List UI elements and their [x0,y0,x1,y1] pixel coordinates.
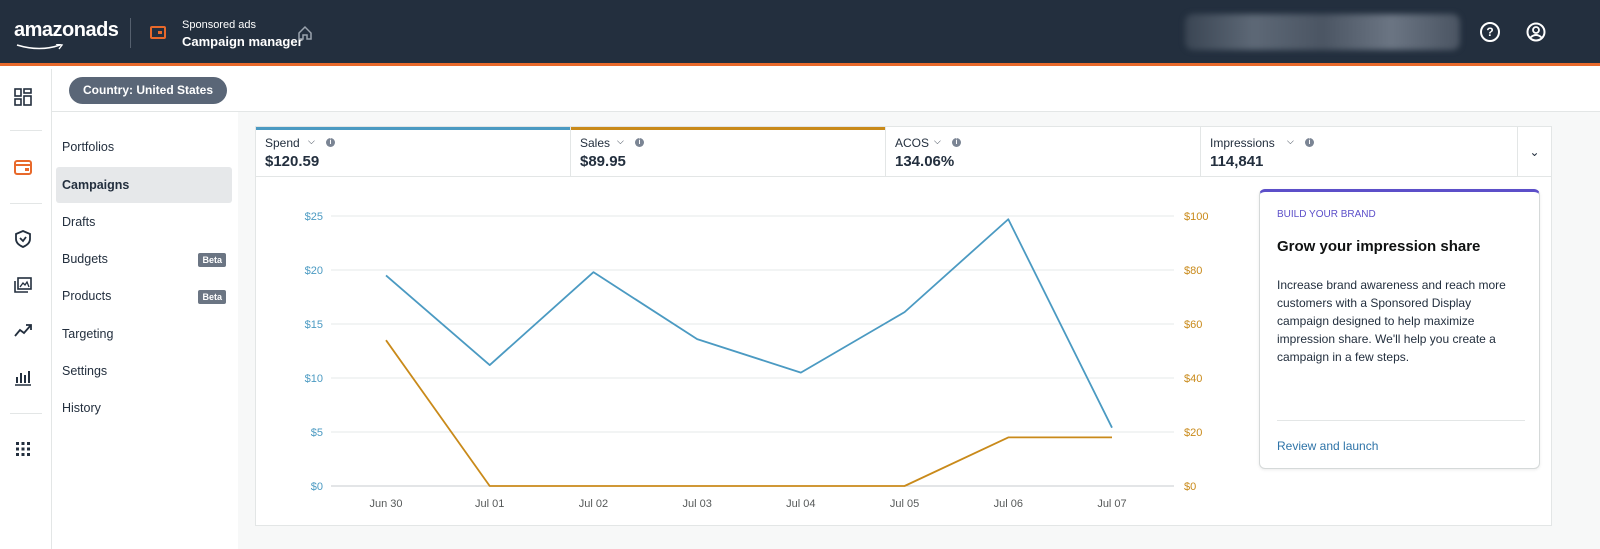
info-icon[interactable]: i [326,138,335,147]
left-rail [0,69,52,549]
metric-color-bar [571,127,885,130]
x-axis-tick-label: Jul 05 [890,498,919,510]
top-bar: amazonads Sponsored ads Campaign manager… [0,0,1600,66]
x-axis-tick-label: Jul 07 [1097,498,1126,510]
series-line-sales [385,339,1112,487]
bar-chart-icon[interactable] [13,367,33,387]
metric-tile-acos[interactable]: ACOS ⌵ i 134.06% [886,127,1201,177]
dashboard-grid-icon[interactable] [13,87,33,107]
review-and-launch-link[interactable]: Review and launch [1277,439,1379,453]
left-axis-tick-label: $0 [311,481,323,493]
chevron-down-icon: ⌄ [1529,145,1540,159]
country-filter-bar: Country: United States [52,69,1600,112]
header-divider [130,18,131,48]
metric-label: Spend [265,136,300,150]
app-title: Campaign manager [182,34,303,49]
metric-value: $89.95 [580,153,626,170]
x-axis-tick-label: Jun 30 [369,498,402,510]
metric-value: $120.59 [265,153,320,170]
subnav-item-history[interactable]: History [62,401,101,415]
rail-divider [10,203,42,204]
metric-label: Sales [580,136,611,150]
promo-title: Grow your impression share [1277,238,1481,255]
right-axis-tick-label: $0 [1184,481,1196,493]
left-axis-tick-label: $15 [305,319,323,331]
info-icon[interactable]: i [1305,138,1314,147]
subnav-item-products[interactable]: Products Beta [56,278,232,314]
x-axis-tick-label: Jul 06 [994,498,1023,510]
metric-tile-impressions[interactable]: Impressions ⌵ i 114,841 [1201,127,1518,177]
x-axis-tick-label: Jul 04 [786,498,815,510]
expand-metrics-button[interactable]: ⌄ [1518,127,1551,177]
rail-divider [10,413,42,414]
user-profile-icon[interactable] [1526,22,1546,42]
promo-kicker: BUILD YOUR BRAND [1277,209,1376,220]
metric-tile-spend[interactable]: Spend ⌵ i $120.59 [256,127,571,177]
promo-card: BUILD YOUR BRAND Grow your impression sh… [1259,189,1540,469]
help-icon[interactable]: ? [1480,22,1500,42]
shield-icon[interactable] [13,229,33,249]
beta-badge: Beta [198,290,226,304]
metric-tiles: Spend ⌵ i $120.59 Sales ⌵ i $89.95 ACOS … [256,127,1551,177]
x-axis-tick-label: Jul 02 [579,498,608,510]
left-axis-tick-label: $25 [305,211,323,223]
subnav-item-targeting[interactable]: Targeting [62,327,114,341]
right-axis-tick-label: $80 [1184,265,1202,277]
rail-divider [10,130,42,131]
chevron-down-icon[interactable]: ⌵ [1287,136,1294,146]
beta-badge: Beta [198,253,226,267]
chevron-down-icon[interactable]: ⌵ [617,136,624,146]
main-content: Spend ⌵ i $120.59 Sales ⌵ i $89.95 ACOS … [238,112,1600,549]
promo-divider [1277,420,1525,421]
app-subtitle: Sponsored ads [182,19,256,31]
right-axis-tick-label: $20 [1184,427,1202,439]
right-axis-tick-label: $100 [1184,211,1208,223]
amazon-ads-logo[interactable]: amazonads [14,19,119,41]
country-filter-button[interactable]: Country: United States [69,77,228,104]
left-axis-tick-label: $10 [305,373,323,385]
campaign-subnav: Portfolios Campaigns Drafts Budgets Beta … [52,112,238,549]
x-axis-tick-label: Jul 03 [682,498,711,510]
metric-value: 114,841 [1210,153,1264,170]
media-library-icon[interactable] [13,275,33,295]
right-axis-tick-label: $60 [1184,319,1202,331]
metric-value: 134.06% [895,153,955,170]
home-icon[interactable] [296,24,314,42]
x-axis-tick-label: Jul 01 [475,498,504,510]
metric-label: Impressions [1210,136,1275,150]
subnav-item-campaigns[interactable]: Campaigns [56,167,232,203]
chevron-down-icon[interactable]: ⌵ [308,136,315,146]
sponsored-ads-wallet-icon[interactable] [13,157,33,177]
subnav-item-drafts[interactable]: Drafts [62,215,96,229]
logo-smile-icon [16,44,64,50]
performance-panel: Spend ⌵ i $120.59 Sales ⌵ i $89.95 ACOS … [255,126,1552,526]
chevron-down-icon[interactable]: ⌵ [934,136,941,146]
info-icon[interactable]: i [635,138,644,147]
left-axis-tick-label: $5 [311,427,323,439]
subnav-item-settings[interactable]: Settings [62,364,108,378]
left-axis-tick-label: $20 [305,265,323,277]
subnav-item-budgets[interactable]: Budgets Beta [56,241,232,277]
metric-color-bar [256,127,570,130]
metric-label: ACOS [895,136,930,150]
performance-line-chart: $0 $5 $10 $15 $20 $25 $0 $20 $40 $60 $80 $100 Jun 30… [305,211,1209,510]
subnav-item-portfolios[interactable]: Portfolios [62,140,115,154]
apps-grid-icon[interactable] [13,439,33,459]
promo-body: Increase brand awareness and reach more … [1277,278,1506,364]
series-line-spend [385,218,1113,429]
info-icon[interactable]: i [952,138,961,147]
trending-up-icon[interactable] [13,321,33,341]
account-info-blurred[interactable] [1185,14,1460,50]
sponsored-ads-wallet-icon [150,26,166,39]
right-axis-tick-label: $40 [1184,373,1202,385]
metric-tile-sales[interactable]: Sales ⌵ i $89.95 [571,127,886,177]
